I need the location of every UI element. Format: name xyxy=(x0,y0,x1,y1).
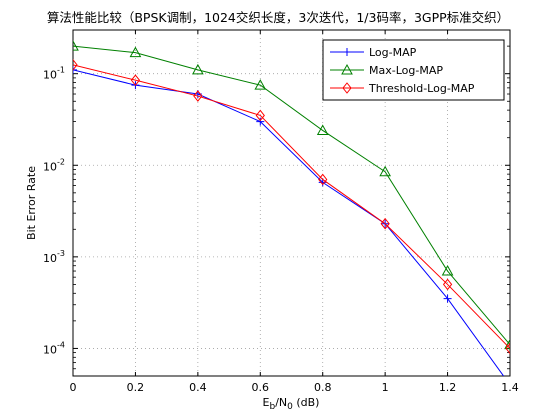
x-tick-label: 1 xyxy=(382,381,389,394)
x-tick-label: 1.2 xyxy=(439,381,457,394)
x-tick-label: 1.4 xyxy=(501,381,519,394)
data-point-diamond xyxy=(255,109,265,122)
x-tick-label: 0.8 xyxy=(314,381,332,394)
data-point-triangle xyxy=(316,124,329,135)
data-point-triangle xyxy=(341,63,353,75)
data-point-triangle xyxy=(441,265,454,276)
data-point-diamond xyxy=(318,173,328,186)
data-point-triangle xyxy=(192,63,204,75)
y-tick-exponent: -4 xyxy=(57,340,65,349)
series-line xyxy=(73,69,505,376)
y-tick-exponent: -1 xyxy=(57,66,65,75)
x-label-mid: /N xyxy=(275,396,287,409)
series-line xyxy=(73,64,510,349)
y-tick-base: 10 xyxy=(43,252,57,265)
data-point-diamond xyxy=(130,74,141,86)
y-tick-exponent: -3 xyxy=(57,249,65,258)
series-layer xyxy=(73,40,510,376)
data-point-diamond xyxy=(73,59,78,71)
data-point-diamond xyxy=(505,342,510,355)
y-axis-label: Bit Error Rate xyxy=(25,166,38,240)
x-tick-label: 0.6 xyxy=(252,381,270,394)
legend-label: Threshold-Log-MAP xyxy=(368,82,475,95)
data-point-diamond xyxy=(193,90,203,102)
data-point-plus xyxy=(443,294,452,303)
x-axis-label: Eb/N0 (dB) xyxy=(263,396,320,412)
data-point-plus xyxy=(73,65,77,74)
x-tick-label: 0 xyxy=(70,381,77,394)
data-point-plus xyxy=(256,117,265,126)
x-label-sub-0: 0 xyxy=(287,402,293,412)
legend: Log-MAP Max-Log-MAP Threshold-Log-MAP xyxy=(322,39,505,101)
chart-title: 算法性能比较（BPSK调制，1024交织长度，3次迭代，1/3码率，3GPP标准… xyxy=(47,10,509,25)
x-label-main: E xyxy=(263,396,270,409)
data-point-triangle xyxy=(129,46,142,58)
x-label-tail: (dB) xyxy=(293,396,320,409)
series-threshold-log-map xyxy=(73,59,510,355)
data-point-plus xyxy=(343,48,351,56)
y-tick-label: 10-2 xyxy=(43,157,65,173)
y-tick-exponent: -2 xyxy=(57,157,65,166)
legend-label: Log-MAP xyxy=(369,46,417,59)
data-point-diamond xyxy=(380,217,390,230)
data-point-diamond xyxy=(442,278,453,291)
legend-item: Log-MAP xyxy=(330,46,417,59)
series-line xyxy=(73,45,510,345)
x-tick-label: 0.4 xyxy=(189,381,207,394)
data-point-triangle xyxy=(504,338,510,350)
y-axis-ticks: 10-410-310-210-1 xyxy=(43,45,510,377)
legend-item: Max-Log-MAP xyxy=(330,63,443,77)
y-tick-label: 10-4 xyxy=(43,340,65,356)
y-tick-label: 10-3 xyxy=(43,249,65,265)
plot-area xyxy=(72,29,511,377)
y-tick-label: 10-1 xyxy=(43,66,65,82)
data-point-triangle xyxy=(254,79,267,90)
data-point-triangle xyxy=(73,40,79,51)
x-label-sub-b: b xyxy=(269,402,275,412)
x-axis-ticks: 0 0.2 0.4 0.6 0.8 1 1.2 1.4 xyxy=(70,30,519,394)
x-tick-label: 0.2 xyxy=(127,381,145,394)
y-tick-base: 10 xyxy=(43,343,57,356)
series-max-log-map xyxy=(73,40,510,350)
legend-label: Max-Log-MAP xyxy=(369,64,443,77)
y-tick-base: 10 xyxy=(43,160,57,173)
data-point-diamond xyxy=(342,82,352,94)
y-tick-base: 10 xyxy=(43,69,57,82)
data-point-triangle xyxy=(379,165,391,177)
legend-item: Threshold-Log-MAP xyxy=(330,82,475,95)
